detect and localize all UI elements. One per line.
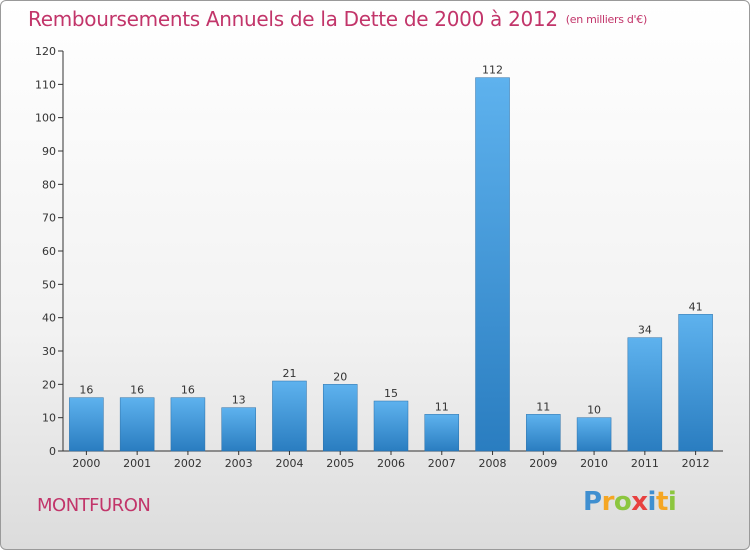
bar-2003 <box>221 407 256 452</box>
x-tick: 2003 <box>225 451 253 470</box>
svg-text:100: 100 <box>35 112 56 125</box>
svg-text:80: 80 <box>42 178 56 191</box>
y-tick: 40 <box>42 312 63 325</box>
proxiti-logo: Proxiti <box>583 487 677 517</box>
svg-text:0: 0 <box>49 445 56 458</box>
bar-2004 <box>272 380 307 452</box>
y-tick: 110 <box>35 78 63 91</box>
y-tick: 30 <box>42 345 63 358</box>
y-tick: 70 <box>42 212 63 225</box>
value-label: 21 <box>282 367 296 380</box>
bar-2008 <box>475 77 510 452</box>
logo-letter: o <box>613 487 632 517</box>
svg-text:2006: 2006 <box>377 457 405 470</box>
y-tick: 50 <box>42 278 63 291</box>
logo-letter: i <box>667 487 677 517</box>
logo-letter: P <box>583 487 602 517</box>
svg-text:2002: 2002 <box>174 457 202 470</box>
svg-text:2011: 2011 <box>631 457 659 470</box>
y-tick: 100 <box>35 112 63 125</box>
chart-title-main: Remboursements Annuels de la Dette de 20… <box>28 7 558 31</box>
svg-text:10: 10 <box>42 412 56 425</box>
x-tick: 2008 <box>479 451 507 470</box>
bar-2011 <box>627 337 663 452</box>
value-label: 16 <box>79 384 93 397</box>
y-tick: 90 <box>42 145 63 158</box>
svg-text:2012: 2012 <box>682 457 710 470</box>
value-label: 16 <box>130 384 144 397</box>
value-label: 15 <box>384 387 398 400</box>
x-tick: 2009 <box>529 451 557 470</box>
value-label: 11 <box>435 400 449 413</box>
value-label: 16 <box>181 384 195 397</box>
bar-2001 <box>119 397 155 452</box>
bar-2006 <box>373 400 409 452</box>
svg-text:2001: 2001 <box>123 457 151 470</box>
y-tick: 10 <box>42 412 63 425</box>
logo-letter: t <box>655 487 668 517</box>
svg-text:2009: 2009 <box>529 457 557 470</box>
svg-text:2005: 2005 <box>326 457 354 470</box>
svg-text:2010: 2010 <box>580 457 608 470</box>
svg-text:2003: 2003 <box>225 457 253 470</box>
bar-2012 <box>678 314 713 452</box>
x-tick: 2007 <box>428 451 456 470</box>
svg-text:90: 90 <box>42 145 56 158</box>
value-label: 41 <box>689 300 703 313</box>
y-tick: 80 <box>42 178 63 191</box>
svg-text:2008: 2008 <box>479 457 507 470</box>
x-tick: 2001 <box>123 451 151 470</box>
y-tick: 20 <box>42 378 63 391</box>
svg-text:50: 50 <box>42 278 56 291</box>
y-tick: 60 <box>42 245 63 258</box>
x-tick: 2004 <box>275 451 303 470</box>
x-tick: 2012 <box>682 451 710 470</box>
svg-text:120: 120 <box>35 45 56 58</box>
value-label: 11 <box>536 400 550 413</box>
value-label: 10 <box>587 404 601 417</box>
bar-2002 <box>170 397 206 452</box>
svg-text:70: 70 <box>42 212 56 225</box>
svg-text:110: 110 <box>35 78 56 91</box>
x-tick: 2005 <box>326 451 354 470</box>
chart-title-unit: (en milliers d'€) <box>565 13 647 26</box>
x-tick: 2002 <box>174 451 202 470</box>
svg-text:40: 40 <box>42 312 56 325</box>
bar-2010 <box>576 417 612 452</box>
logo-letter: r <box>601 487 615 517</box>
svg-text:2007: 2007 <box>428 457 456 470</box>
x-tick: 2010 <box>580 451 608 470</box>
bar-2000 <box>69 397 104 452</box>
y-tick: 0 <box>49 445 63 458</box>
bar-2009 <box>526 414 561 452</box>
value-label: 20 <box>333 370 347 383</box>
svg-text:20: 20 <box>42 378 56 391</box>
bar-2007 <box>424 414 460 452</box>
x-tick: 2006 <box>377 451 405 470</box>
svg-text:30: 30 <box>42 345 56 358</box>
y-tick: 120 <box>35 45 63 58</box>
value-label: 112 <box>482 64 503 77</box>
logo-letter: i <box>647 487 657 517</box>
svg-text:2000: 2000 <box>72 457 100 470</box>
value-label: 34 <box>638 324 652 337</box>
svg-text:60: 60 <box>42 245 56 258</box>
value-label: 13 <box>232 394 246 407</box>
bar-2005 <box>322 384 358 452</box>
commune-name: MONTFURON <box>37 495 151 516</box>
svg-text:2004: 2004 <box>275 457 303 470</box>
x-tick: 2000 <box>72 451 100 470</box>
logo-letter: x <box>631 487 648 517</box>
chart-title: Remboursements Annuels de la Dette de 20… <box>28 7 647 31</box>
x-tick: 2011 <box>631 451 659 470</box>
